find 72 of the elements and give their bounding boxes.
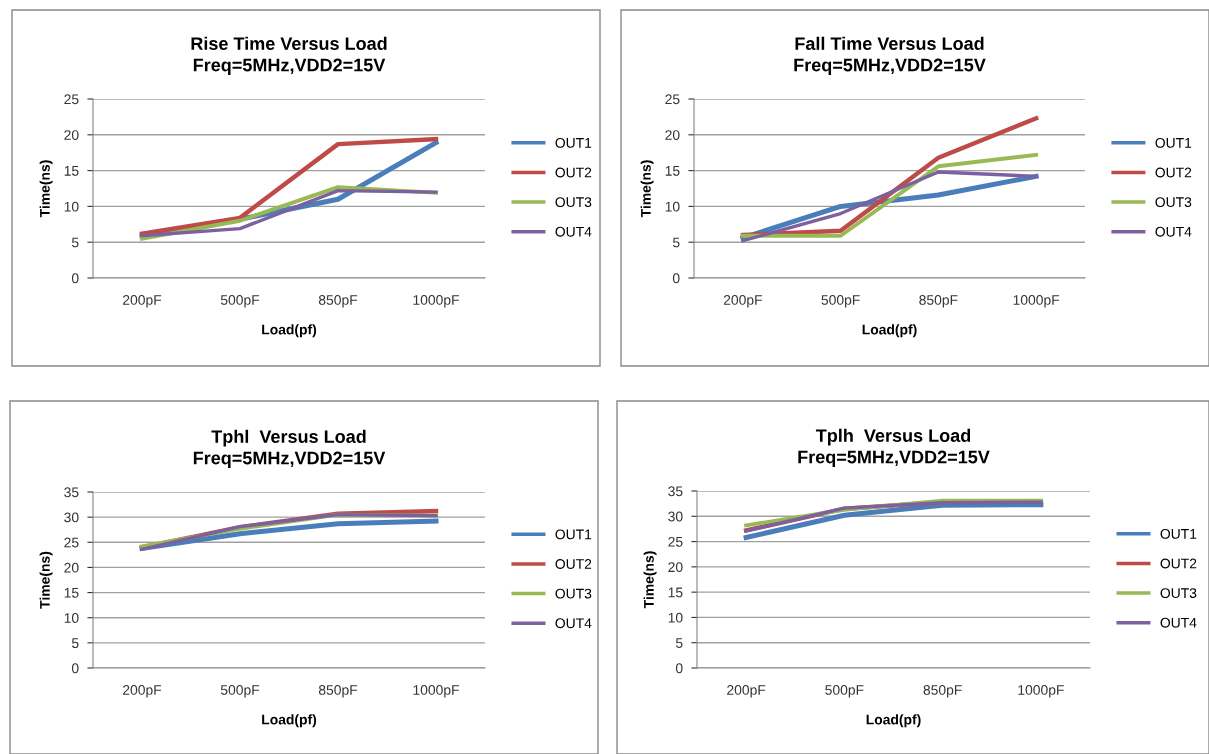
chart-title: Tphl Versus Load Freq=5MHz,VDD2=15V [193, 429, 386, 468]
x-tick-label: 500pF [220, 685, 260, 698]
legend-label: OUT1 [555, 529, 592, 540]
y-tick-label: 15 [64, 166, 79, 176]
y-tick-label: 20 [64, 130, 79, 140]
y-tick-label: 20 [64, 562, 79, 573]
x-tick-label: 850pF [318, 295, 358, 308]
y-tick-label: 30 [668, 511, 683, 522]
x-tick-label: 500pF [220, 295, 260, 308]
legend-label: OUT1 [555, 137, 592, 148]
x-tick-label: 1000pF [413, 685, 459, 698]
x-axis-title: Load(pf) [262, 324, 317, 338]
chart-title: Rise Time Versus Load Freq=5MHz,VDD2=15V [191, 36, 387, 75]
chart-title: Fall Time Versus Load Freq=5MHz,VDD2=15V [794, 36, 986, 75]
y-tick-label: 10 [64, 201, 79, 212]
x-tick-label: 850pF [919, 295, 958, 308]
x-tick-label: 850pF [318, 685, 358, 698]
x-axis-title: Load(pf) [262, 714, 317, 728]
y-tick-label: 0 [672, 273, 680, 284]
legend-label: OUT2 [555, 167, 592, 178]
y-tick-label: 5 [71, 638, 79, 649]
legend-label: OUT4 [1160, 617, 1197, 628]
y-tick-label: 25 [64, 537, 79, 548]
legend-label: OUT2 [1160, 558, 1197, 569]
x-axis-title: Load(pf) [866, 714, 921, 728]
y-tick-label: 35 [64, 487, 79, 498]
y-tick-label: 10 [668, 612, 683, 623]
y-tick-label: 15 [64, 588, 79, 598]
legend-label: OUT4 [1155, 226, 1192, 237]
y-tick-label: 0 [71, 663, 79, 674]
x-tick-label: 200pF [723, 295, 763, 308]
y-tick-label: 30 [64, 512, 79, 523]
y-tick-label: 25 [665, 94, 680, 105]
legend-label: OUT4 [555, 226, 592, 237]
legend-label: OUT1 [1155, 137, 1192, 148]
legend-label: OUT3 [555, 197, 592, 208]
y-tick-label: 35 [668, 486, 683, 497]
chart-title: Tplh Versus Load Freq=5MHz,VDD2=15V [798, 428, 990, 467]
y-tick-label: 0 [71, 273, 79, 284]
y-axis-title: Time(ns) [640, 160, 654, 218]
x-tick-label: 200pF [123, 685, 162, 698]
y-tick-label: 25 [668, 536, 683, 547]
y-tick-label: 10 [64, 613, 79, 623]
y-axis-title: Time(ns) [643, 551, 657, 609]
x-tick-label: 1000pF [413, 295, 459, 308]
x-tick-label: 500pF [821, 295, 860, 308]
x-tick-label: 500pF [825, 685, 864, 698]
legend-label: OUT2 [1155, 167, 1192, 178]
y-tick-label: 5 [672, 237, 680, 248]
y-tick-label: 15 [665, 166, 680, 176]
y-tick-label: 15 [668, 587, 683, 598]
legend-label: OUT3 [555, 588, 592, 599]
y-tick-label: 0 [675, 663, 683, 674]
x-tick-label: 200pF [123, 295, 162, 308]
y-tick-label: 20 [668, 562, 683, 573]
y-axis-title: Time(ns) [39, 160, 53, 218]
legend-label: OUT3 [1160, 588, 1197, 599]
x-tick-label: 850pF [923, 685, 962, 698]
legend-label: OUT1 [1160, 528, 1197, 539]
legend-label: OUT4 [555, 618, 592, 629]
y-tick-label: 20 [665, 130, 680, 140]
x-tick-label: 1000pF [1013, 295, 1060, 308]
y-tick-label: 5 [71, 237, 79, 248]
legend-label: OUT3 [1155, 197, 1192, 208]
y-tick-label: 25 [64, 94, 79, 105]
x-tick-label: 200pF [727, 685, 766, 698]
y-tick-label: 10 [665, 201, 680, 212]
y-axis-title: Time(ns) [39, 551, 53, 609]
x-axis-title: Load(pf) [862, 324, 917, 338]
x-tick-label: 1000pF [1018, 685, 1064, 698]
legend-label: OUT2 [555, 559, 592, 569]
y-tick-label: 5 [675, 638, 683, 648]
